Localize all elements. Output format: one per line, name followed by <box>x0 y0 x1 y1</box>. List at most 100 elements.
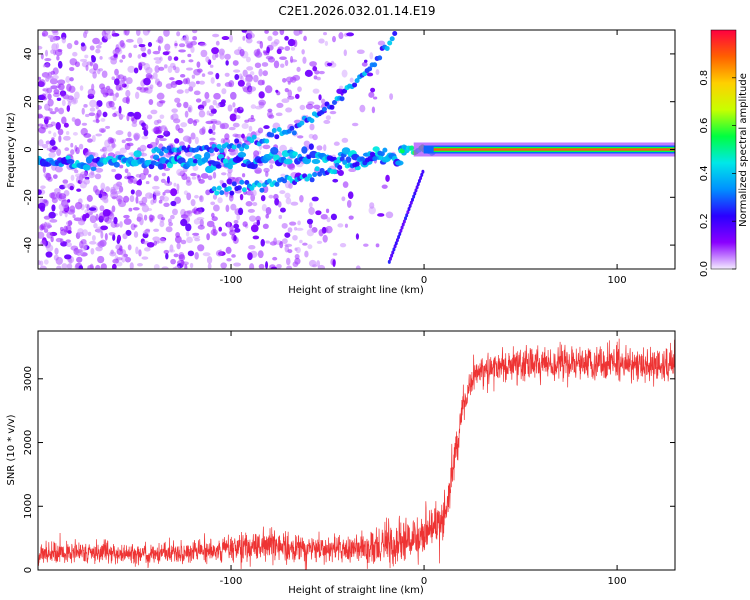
noise-speck <box>293 30 301 36</box>
y-tick-label: 0 <box>23 146 34 152</box>
noise-speck <box>111 196 117 200</box>
noise-speck <box>152 190 161 195</box>
noise-speck <box>249 263 255 269</box>
noise-speck <box>142 230 150 235</box>
faint-streak <box>401 222 405 227</box>
noise-speck <box>85 113 90 118</box>
noise-speck <box>52 67 59 75</box>
noise-speck <box>126 114 130 122</box>
noise-speck <box>287 249 293 254</box>
noise-speck <box>290 201 299 206</box>
noise-speck <box>233 219 239 224</box>
noise-speck <box>115 47 122 53</box>
noise-speck <box>41 30 49 37</box>
noise-speck <box>49 218 58 223</box>
noise-speck <box>212 204 220 212</box>
noise-speck <box>257 127 264 134</box>
noise-speck <box>259 40 264 49</box>
noise-speck <box>209 137 216 141</box>
noise-speck <box>260 239 265 247</box>
noise-speck <box>346 32 355 37</box>
noise-speck <box>212 53 217 61</box>
faint-streak <box>406 210 410 215</box>
upper-branch-blob <box>231 144 237 150</box>
noise-speck <box>169 77 175 81</box>
main-band-blob <box>152 154 160 161</box>
noise-speck <box>172 65 177 71</box>
faint-streak <box>387 259 391 264</box>
noise-speck <box>281 98 290 103</box>
noise-speck <box>205 120 214 125</box>
noise-speck <box>199 219 204 227</box>
noise-speck <box>119 39 125 48</box>
x-tick-label: -100 <box>220 576 243 587</box>
noise-speck <box>95 213 99 221</box>
main-band-blob <box>194 154 202 160</box>
noise-speck <box>273 60 280 69</box>
noise-speck <box>289 221 297 226</box>
noise-speck <box>285 197 292 205</box>
noise-speck <box>64 254 72 260</box>
noise-speck <box>121 255 126 263</box>
noise-speck <box>325 115 331 121</box>
lower-branch-blob <box>354 161 360 167</box>
noise-speck <box>173 56 179 61</box>
noise-speck <box>185 231 190 237</box>
noise-speck <box>294 253 300 260</box>
noise-speck <box>112 112 117 118</box>
noise-speck <box>276 91 281 96</box>
noise-speck <box>158 199 163 204</box>
noise-speck <box>79 58 88 62</box>
noise-speck <box>206 220 215 228</box>
noise-speck <box>223 146 227 155</box>
noise-speck <box>197 174 201 181</box>
noise-speck <box>143 129 149 137</box>
noise-speck <box>139 202 147 206</box>
upper-branch-blob <box>209 148 215 154</box>
lower-branch-blob <box>332 169 338 175</box>
noise-speck <box>112 93 117 102</box>
noise-speck <box>164 43 171 51</box>
noise-speck <box>292 261 299 268</box>
noise-speck <box>45 251 53 258</box>
noise-speck <box>170 258 176 265</box>
noise-speck <box>284 232 291 238</box>
faint-streak <box>393 244 397 249</box>
main-band-blob <box>43 162 52 167</box>
noise-speck <box>385 174 390 182</box>
noise-speck <box>160 178 166 183</box>
noise-speck <box>205 56 210 63</box>
noise-speck <box>111 30 116 37</box>
x-tick-label: 100 <box>608 576 627 587</box>
upper-branch-blob <box>331 100 337 106</box>
noise-speck <box>103 214 110 223</box>
noise-speck <box>285 107 293 113</box>
noise-speck <box>216 82 221 87</box>
noise-speck <box>135 196 139 204</box>
noise-speck <box>149 217 154 223</box>
transition-blob <box>409 145 415 151</box>
noise-speck <box>280 207 286 213</box>
noise-speck <box>270 266 278 269</box>
noise-speck <box>268 160 276 164</box>
noise-speck <box>74 265 80 269</box>
noise-speck <box>262 223 269 229</box>
noise-speck <box>284 87 289 93</box>
noise-speck <box>133 111 142 120</box>
noise-speck <box>97 240 105 248</box>
noise-speck <box>44 116 52 121</box>
noise-speck <box>242 69 248 77</box>
noise-speck <box>372 96 378 100</box>
noise-speck <box>315 210 322 216</box>
noise-speck <box>141 196 148 204</box>
noise-speck <box>263 125 270 130</box>
noise-speck <box>273 237 277 245</box>
noise-speck <box>97 255 105 264</box>
spectrogram-x-label: Height of straight line (km) <box>288 285 424 296</box>
noise-speck <box>105 85 111 90</box>
noise-speck <box>247 32 255 39</box>
noise-speck <box>56 148 62 157</box>
noise-speck <box>135 246 139 255</box>
noise-speck <box>176 102 182 108</box>
noise-speck <box>156 134 164 139</box>
